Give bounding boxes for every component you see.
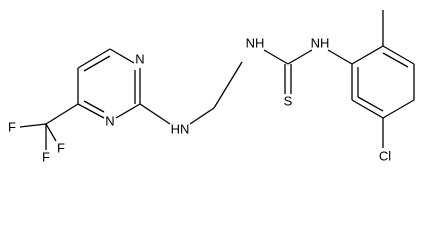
bond <box>109 48 135 64</box>
atom-label: NH <box>246 35 265 50</box>
bond <box>77 48 111 69</box>
bond <box>19 123 47 128</box>
atom-label: S <box>284 93 293 108</box>
bond <box>45 123 57 142</box>
atom-label: HN <box>171 121 190 136</box>
bond <box>83 100 105 113</box>
atom-labels: N N F F F HN NH NH S Cl <box>8 35 391 164</box>
atom-label: NH <box>311 35 330 50</box>
bond <box>351 99 384 119</box>
bond <box>263 49 289 65</box>
bond <box>382 45 415 65</box>
bond <box>139 103 171 125</box>
bond <box>45 103 79 125</box>
bond <box>189 107 215 125</box>
bond <box>382 52 409 68</box>
atom-label: F <box>8 119 16 134</box>
bond <box>357 96 384 112</box>
bond <box>287 49 313 65</box>
atom-label: N <box>105 113 114 128</box>
bond <box>213 61 243 109</box>
bond <box>115 103 141 119</box>
atom-label: F <box>42 149 50 164</box>
bond <box>351 45 384 65</box>
bond <box>83 55 111 72</box>
atom-label: N <box>135 51 144 66</box>
molecule-diagram: N N F F F HN NH NH S Cl <box>8 10 415 164</box>
bonds <box>19 10 415 150</box>
bond <box>327 49 353 65</box>
atom-label: F <box>57 140 65 155</box>
bond <box>382 99 415 119</box>
atom-label: Cl <box>379 148 391 163</box>
bond <box>77 103 105 119</box>
